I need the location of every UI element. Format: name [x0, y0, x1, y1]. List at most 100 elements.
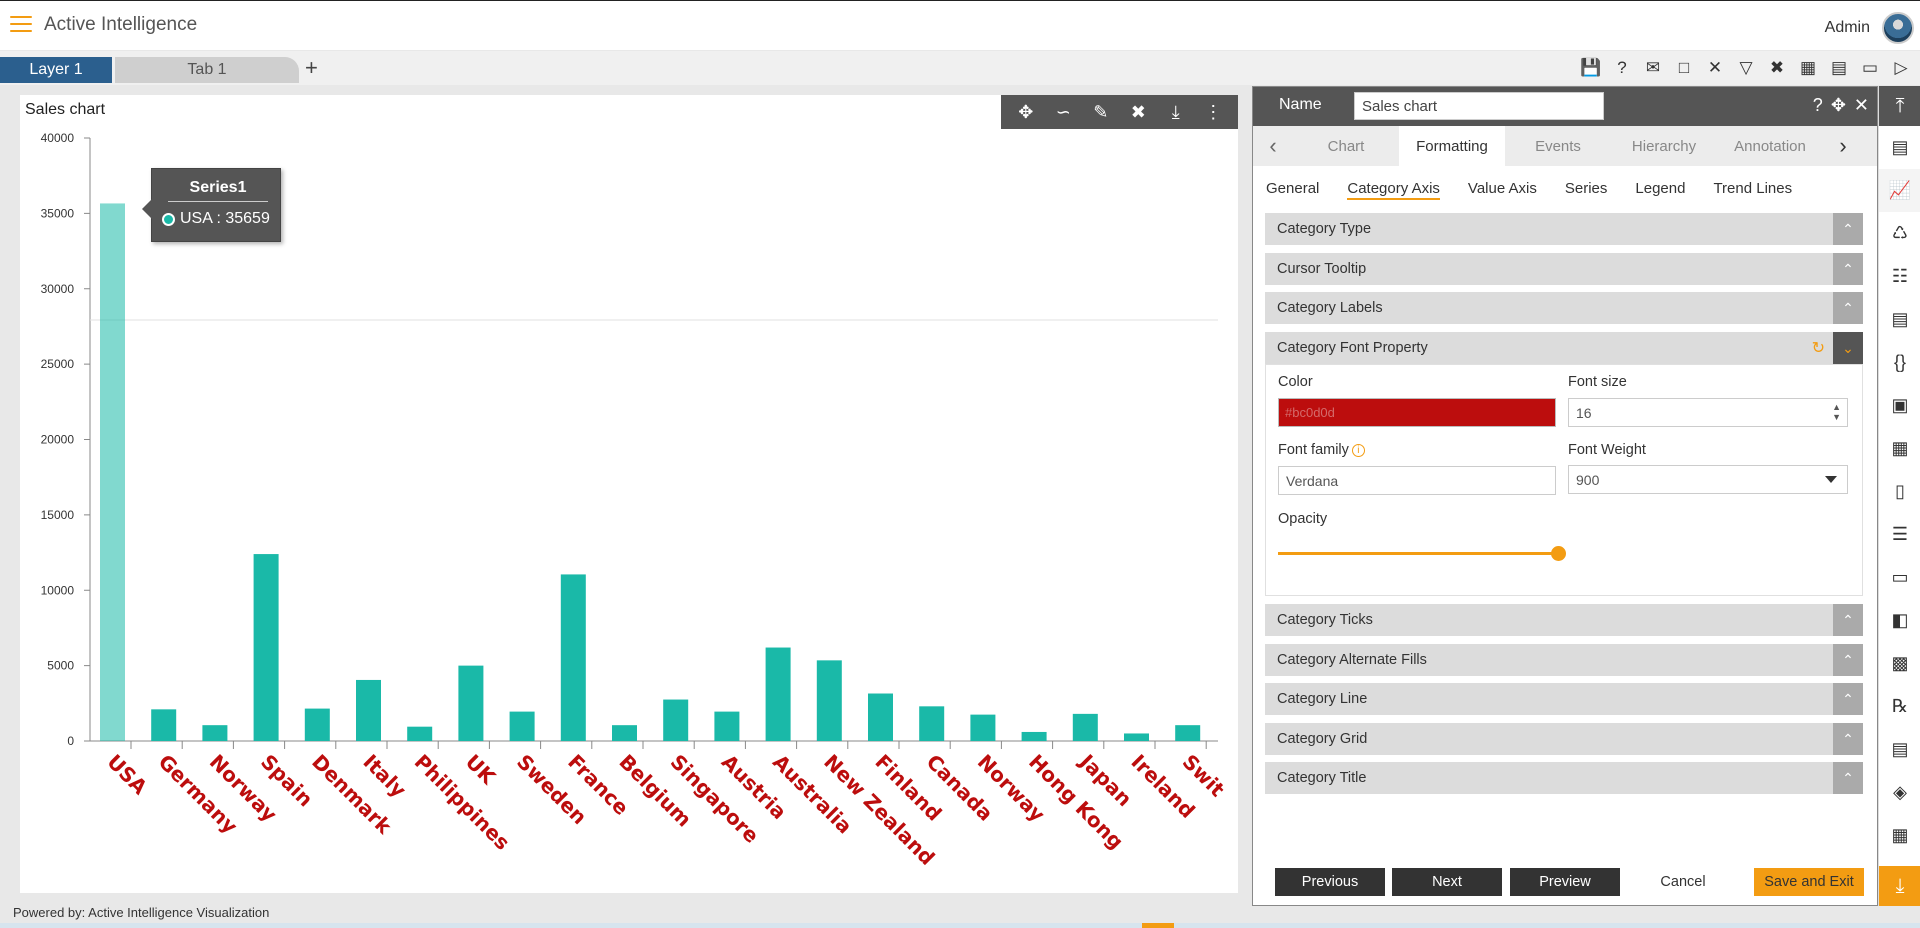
tab-annotation[interactable]: Annotation: [1734, 137, 1806, 155]
chevron-up-icon[interactable]: ⌃: [1833, 604, 1863, 636]
menu-icon[interactable]: [10, 16, 32, 34]
devices-icon[interactable]: ▭: [1861, 58, 1879, 77]
file-icon[interactable]: ▤: [1891, 309, 1909, 329]
draw-icon[interactable]: ∽: [1055, 101, 1071, 122]
tab-chart[interactable]: Chart: [1327, 137, 1365, 155]
refresh-icon[interactable]: ↻: [1811, 340, 1825, 357]
tab-layer-1[interactable]: Layer 1: [0, 57, 112, 83]
play-icon[interactable]: ▷: [1894, 58, 1908, 77]
info-icon[interactable]: i: [1351, 444, 1365, 457]
close-icon[interactable]: ✕: [1853, 95, 1869, 115]
font-size-input[interactable]: 16 ▲ ▼: [1568, 398, 1848, 427]
save-and-exit-button[interactable]: Save and Exit: [1754, 868, 1864, 896]
filter-icon[interactable]: ▽: [1739, 58, 1753, 77]
move-icon[interactable]: ✥: [1830, 95, 1846, 115]
subtab-category-axis[interactable]: Category Axis: [1347, 180, 1440, 200]
subtab-series[interactable]: Series: [1564, 180, 1608, 197]
subtabs: General Category Axis Value Axis Series …: [1253, 166, 1877, 208]
section-category-title[interactable]: Category Title ⌃: [1265, 762, 1863, 794]
section-cursor-tooltip[interactable]: Cursor Tooltip ⌃: [1265, 253, 1863, 285]
chevron-up-icon[interactable]: ⌃: [1833, 253, 1863, 285]
font-weight-select[interactable]: 900: [1568, 465, 1848, 494]
chevron-up-icon[interactable]: ⌃: [1833, 723, 1863, 755]
clear-filter-icon[interactable]: ✕: [1707, 58, 1723, 77]
help-icon[interactable]: ?: [1812, 95, 1823, 115]
top-header: Active Intelligence Admin: [0, 0, 1920, 50]
tab-1[interactable]: Tab 1: [115, 57, 299, 83]
chevron-up-icon[interactable]: ⌃: [1833, 213, 1863, 245]
section-category-labels[interactable]: Category Labels ⌃: [1265, 292, 1863, 324]
widgets-icon[interactable]: ▦: [1891, 825, 1909, 845]
subtab-value-axis[interactable]: Value Axis: [1467, 180, 1537, 197]
tab-hierarchy[interactable]: Hierarchy: [1631, 137, 1697, 155]
document-icon[interactable]: ☷: [1891, 266, 1909, 286]
cancel-button[interactable]: Cancel: [1628, 868, 1738, 896]
presentation-icon[interactable]: ▤: [1830, 58, 1848, 77]
hierarchy-icon[interactable]: ☰: [1891, 524, 1909, 544]
color-label: Color: [1278, 374, 1313, 390]
mail-icon[interactable]: ✉: [1645, 58, 1661, 77]
section-category-type[interactable]: Category Type ⌃: [1265, 213, 1863, 245]
download-icon[interactable]: ⤓: [1171, 101, 1180, 122]
kpi-icon[interactable]: ▭: [1891, 567, 1909, 587]
cubes-icon[interactable]: ▩: [1891, 653, 1909, 673]
move-icon[interactable]: ✥: [1018, 101, 1034, 122]
chevron-right-icon[interactable]: ›: [1839, 133, 1847, 158]
collapse-up-icon[interactable]: ⤒: [1879, 86, 1920, 126]
collapse-down-icon[interactable]: ⤓: [1879, 866, 1920, 906]
spinner-icon[interactable]: ▲ ▼: [1832, 402, 1841, 422]
chart-title: Sales chart: [25, 101, 106, 118]
tab-events[interactable]: Events: [1535, 137, 1581, 155]
tab-bar: Layer 1 Tab 1 + 💾 ? ✉ □ ✕ ▽ ✖ ▦ ▤ ▭ ▷: [0, 51, 1920, 85]
chevron-left-icon[interactable]: ‹: [1269, 133, 1277, 158]
section-category-grid[interactable]: Category Grid ⌃: [1265, 723, 1863, 755]
chevron-down-icon[interactable]: ⌄: [1833, 332, 1863, 364]
color-field[interactable]: #bc0d0d: [1278, 398, 1556, 427]
section-category-line[interactable]: Category Line ⌃: [1265, 683, 1863, 715]
section-category-ticks[interactable]: Category Ticks ⌃: [1265, 604, 1863, 636]
subtab-general[interactable]: General: [1266, 180, 1320, 197]
list-icon[interactable]: ▤: [1891, 137, 1909, 157]
action-buttons: Previous Next Preview Cancel Save and Ex…: [1275, 868, 1864, 896]
tooltip-value: USA : 35659: [180, 210, 270, 227]
table-icon[interactable]: ▦: [1891, 438, 1909, 458]
help-icon[interactable]: ?: [1617, 58, 1627, 77]
section-label: Category Font Property: [1277, 340, 1428, 356]
code-icon[interactable]: {}: [1893, 352, 1907, 372]
avatar[interactable]: [1882, 12, 1914, 44]
more-icon[interactable]: ⋮: [1204, 101, 1223, 122]
add-tab-button[interactable]: +: [305, 55, 318, 80]
table-icon[interactable]: ▦: [1799, 58, 1817, 77]
section-category-font-property[interactable]: Category Font Property ↻ ⌄: [1265, 332, 1863, 364]
chevron-up-icon[interactable]: ⌃: [1833, 762, 1863, 794]
opacity-slider-thumb[interactable]: [1551, 546, 1566, 561]
notes-icon[interactable]: ▤: [1891, 739, 1909, 759]
copy-icon[interactable]: ◧: [1891, 610, 1909, 630]
user-name[interactable]: Admin: [1824, 19, 1870, 36]
tab-formatting[interactable]: Formatting: [1399, 126, 1505, 166]
font-family-input[interactable]: Verdana: [1278, 466, 1556, 495]
comment-icon[interactable]: □: [1678, 58, 1690, 77]
image-icon[interactable]: ▣: [1891, 395, 1909, 415]
save-icon[interactable]: 💾: [1580, 58, 1602, 77]
name-input[interactable]: [1354, 92, 1604, 120]
edit-icon[interactable]: ✎: [1093, 101, 1109, 122]
settings-icon[interactable]: ✖: [1130, 101, 1146, 122]
report-icon[interactable]: ▯: [1895, 481, 1905, 501]
formula-icon[interactable]: ℞: [1891, 696, 1909, 716]
chevron-up-icon[interactable]: ⌃: [1833, 683, 1863, 715]
subtab-legend[interactable]: Legend: [1635, 180, 1686, 197]
chevron-up-icon[interactable]: ⌃: [1833, 292, 1863, 324]
map-icon[interactable]: ♺: [1891, 223, 1909, 243]
opacity-slider-track[interactable]: [1278, 552, 1558, 555]
subtab-trend-lines[interactable]: Trend Lines: [1713, 180, 1793, 197]
layers-icon[interactable]: ◈: [1893, 782, 1907, 802]
y-tick-label: 5000: [47, 659, 74, 673]
previous-button[interactable]: Previous: [1275, 868, 1385, 896]
next-button[interactable]: Next: [1392, 868, 1502, 896]
chart-icon[interactable]: 📈: [1879, 169, 1920, 212]
tools-icon[interactable]: ✖: [1769, 58, 1785, 77]
preview-button[interactable]: Preview: [1510, 868, 1620, 896]
section-category-alternate-fills[interactable]: Category Alternate Fills ⌃: [1265, 644, 1863, 676]
chevron-up-icon[interactable]: ⌃: [1833, 644, 1863, 676]
